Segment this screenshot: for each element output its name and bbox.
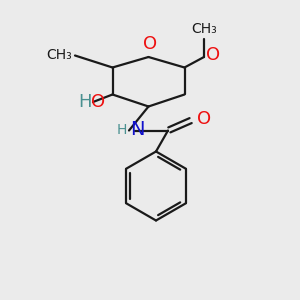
Text: O: O <box>92 93 106 111</box>
Text: CH₃: CH₃ <box>46 48 72 62</box>
Text: H: H <box>78 93 92 111</box>
Text: O: O <box>197 110 212 128</box>
Text: O: O <box>206 46 220 64</box>
Text: H: H <box>116 123 127 137</box>
Text: CH₃: CH₃ <box>191 22 217 36</box>
Text: O: O <box>143 35 157 53</box>
Text: N: N <box>130 120 144 139</box>
